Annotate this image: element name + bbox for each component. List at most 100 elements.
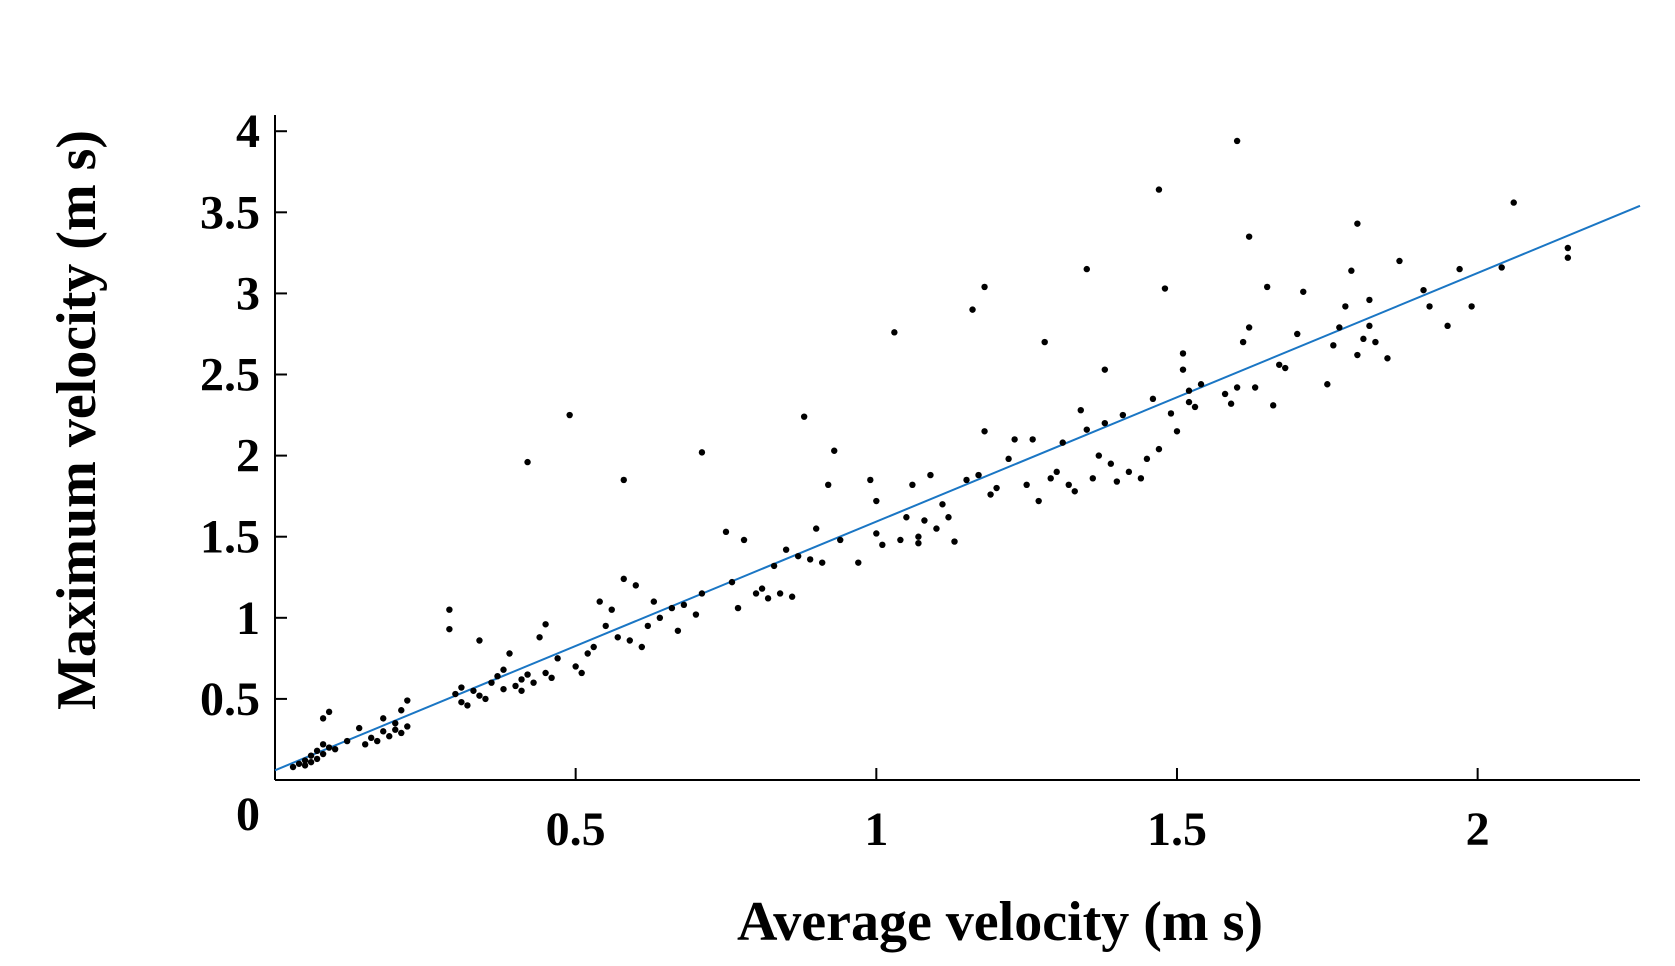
data-point (1005, 455, 1012, 463)
data-point (325, 744, 333, 751)
data-point (945, 514, 952, 521)
data-point (319, 715, 327, 722)
data-point (1233, 384, 1241, 391)
data-point (1023, 481, 1030, 489)
data-point (1125, 468, 1133, 476)
data-point (734, 604, 742, 612)
data-point (740, 536, 748, 544)
data-point (987, 491, 994, 498)
data-point (530, 679, 537, 686)
data-point (1185, 398, 1193, 406)
data-point (1396, 257, 1403, 265)
data-point (668, 604, 676, 612)
data-point (404, 697, 411, 704)
data-point (1384, 355, 1391, 362)
data-point (638, 643, 646, 651)
data-point (1372, 338, 1379, 346)
data-point (470, 687, 477, 694)
x-tick-label: 2 (1466, 803, 1490, 856)
data-point (464, 702, 471, 709)
data-point (1498, 264, 1505, 271)
data-point (812, 525, 820, 532)
data-point (650, 598, 658, 605)
data-point (452, 690, 459, 698)
data-point (1366, 322, 1373, 330)
data-point (1173, 428, 1181, 435)
data-point (674, 627, 682, 634)
data-point (969, 306, 976, 313)
y-tick-label: 2.5 (200, 349, 260, 402)
data-point (446, 606, 453, 613)
data-point (1426, 303, 1433, 310)
data-point (770, 562, 778, 570)
data-point (1179, 366, 1187, 373)
data-point (1227, 400, 1235, 407)
data-point (536, 634, 543, 641)
data-point (458, 698, 465, 706)
x-tick-label: 0.5 (546, 803, 606, 856)
data-point (596, 598, 603, 605)
data-point (1221, 390, 1229, 398)
data-point (1101, 366, 1109, 373)
data-point (1083, 265, 1090, 273)
data-point (289, 763, 297, 771)
data-point (295, 760, 303, 767)
data-point (524, 671, 531, 678)
data-point (782, 546, 790, 553)
data-point (1564, 254, 1572, 261)
data-point (482, 695, 489, 703)
data-point (794, 552, 802, 560)
data-point (458, 684, 465, 691)
data-point (542, 669, 549, 677)
data-point (524, 458, 531, 466)
data-point (698, 590, 706, 597)
data-point (1155, 445, 1163, 453)
data-point (1161, 285, 1169, 292)
data-point (1342, 303, 1349, 310)
data-point (909, 481, 916, 489)
data-point (1065, 481, 1072, 489)
data-point (398, 707, 405, 714)
data-point (1245, 233, 1253, 240)
data-point (831, 447, 838, 454)
data-point (626, 637, 633, 644)
data-point (476, 692, 483, 699)
data-point (319, 750, 327, 758)
data-point (891, 329, 898, 336)
data-point (1444, 322, 1451, 330)
data-point (368, 734, 375, 742)
data-point (331, 745, 339, 753)
data-point (307, 758, 315, 766)
data-point (692, 611, 700, 618)
axes (274, 115, 1640, 781)
y-tick-label: 0.5 (200, 673, 260, 726)
points-layer (289, 137, 1572, 771)
data-point (981, 428, 988, 435)
data-point (921, 517, 928, 524)
data-point (933, 525, 940, 532)
data-point (764, 595, 772, 602)
data-point (1564, 244, 1572, 252)
data-point (380, 715, 387, 722)
data-point (1360, 335, 1367, 343)
data-point (1047, 475, 1054, 482)
data-point (897, 536, 904, 544)
data-point (500, 666, 507, 673)
data-point (1456, 265, 1463, 273)
data-point (1510, 199, 1517, 206)
data-point (488, 679, 495, 686)
data-point (680, 601, 688, 609)
data-point (963, 476, 970, 484)
data-point (819, 559, 826, 566)
data-point (548, 674, 555, 682)
data-point (1083, 426, 1090, 433)
data-point (873, 530, 880, 537)
data-point (752, 590, 760, 597)
data-point (1282, 364, 1289, 372)
data-point (319, 741, 327, 748)
data-point (837, 536, 844, 544)
data-point (867, 476, 874, 484)
data-point (1191, 403, 1199, 411)
y-tick-label: 2 (236, 430, 260, 483)
data-point (578, 669, 585, 677)
